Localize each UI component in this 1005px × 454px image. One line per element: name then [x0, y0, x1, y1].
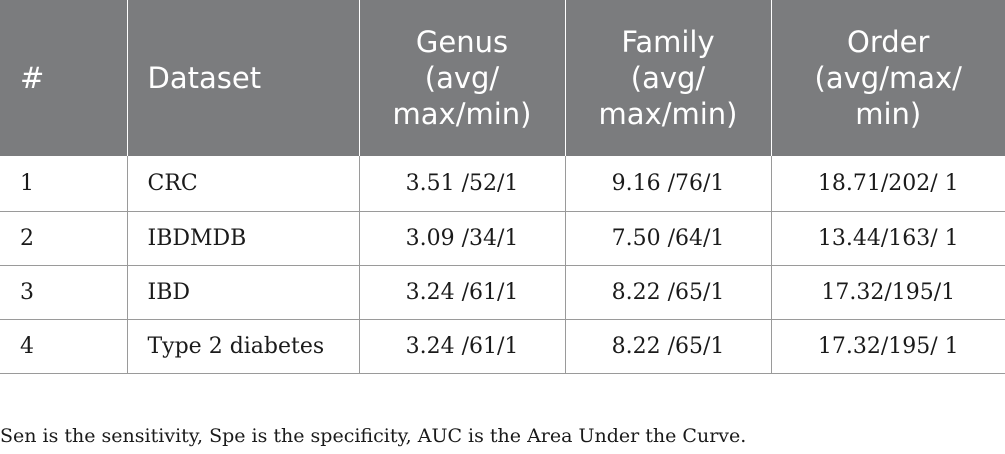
cell-number: 3: [0, 265, 127, 320]
cell-number: 4: [0, 319, 127, 374]
table-row: 2 IBDMDB 3.09 /34/1 7.50 /64/1 13.44/163…: [0, 211, 1005, 266]
cell-number: 1: [0, 156, 127, 212]
cell-family: 7.50 /64/1: [564, 211, 771, 266]
data-table-container: # Dataset Genus (avg/ max/min) Family (a…: [0, 0, 1005, 374]
cell-genus: 3.09 /34/1: [358, 211, 565, 266]
table-footnote: Sen is the sensitivity, Spe is the speci…: [0, 425, 747, 447]
cell-dataset: IBD: [126, 265, 359, 320]
header-family: Family (avg/ max/min): [564, 0, 771, 156]
cell-family: 8.22 /65/1: [564, 265, 771, 320]
cell-family: 9.16 /76/1: [564, 156, 771, 212]
table-body: 1 CRC 3.51 /52/1 9.16 /76/1 18.71/202/ 1…: [0, 156, 1005, 374]
header-row: # Dataset Genus (avg/ max/min) Family (a…: [0, 0, 1005, 156]
cell-order: 17.32/195/1: [770, 265, 1005, 320]
cell-order: 13.44/163/ 1: [770, 211, 1005, 266]
cell-dataset: Type 2 diabetes: [126, 319, 359, 374]
header-genus: Genus (avg/ max/min): [358, 0, 565, 156]
cell-genus: 3.24 /61/1: [358, 319, 565, 374]
header-order: Order (avg/max/ min): [770, 0, 1005, 156]
table-row: 3 IBD 3.24 /61/1 8.22 /65/1 17.32/195/1: [0, 265, 1005, 320]
table-row: 1 CRC 3.51 /52/1 9.16 /76/1 18.71/202/ 1: [0, 156, 1005, 212]
header-dataset: Dataset: [126, 0, 359, 156]
cell-dataset: CRC: [126, 156, 359, 212]
cell-genus: 3.51 /52/1: [358, 156, 565, 212]
cell-number: 2: [0, 211, 127, 266]
data-table: # Dataset Genus (avg/ max/min) Family (a…: [0, 0, 1005, 374]
header-number: #: [0, 0, 127, 156]
cell-order: 18.71/202/ 1: [770, 156, 1005, 212]
cell-genus: 3.24 /61/1: [358, 265, 565, 320]
cell-dataset: IBDMDB: [126, 211, 359, 266]
table-row: 4 Type 2 diabetes 3.24 /61/1 8.22 /65/1 …: [0, 319, 1005, 374]
table-header: # Dataset Genus (avg/ max/min) Family (a…: [0, 0, 1005, 156]
cell-order: 17.32/195/ 1: [770, 319, 1005, 374]
cell-family: 8.22 /65/1: [564, 319, 771, 374]
